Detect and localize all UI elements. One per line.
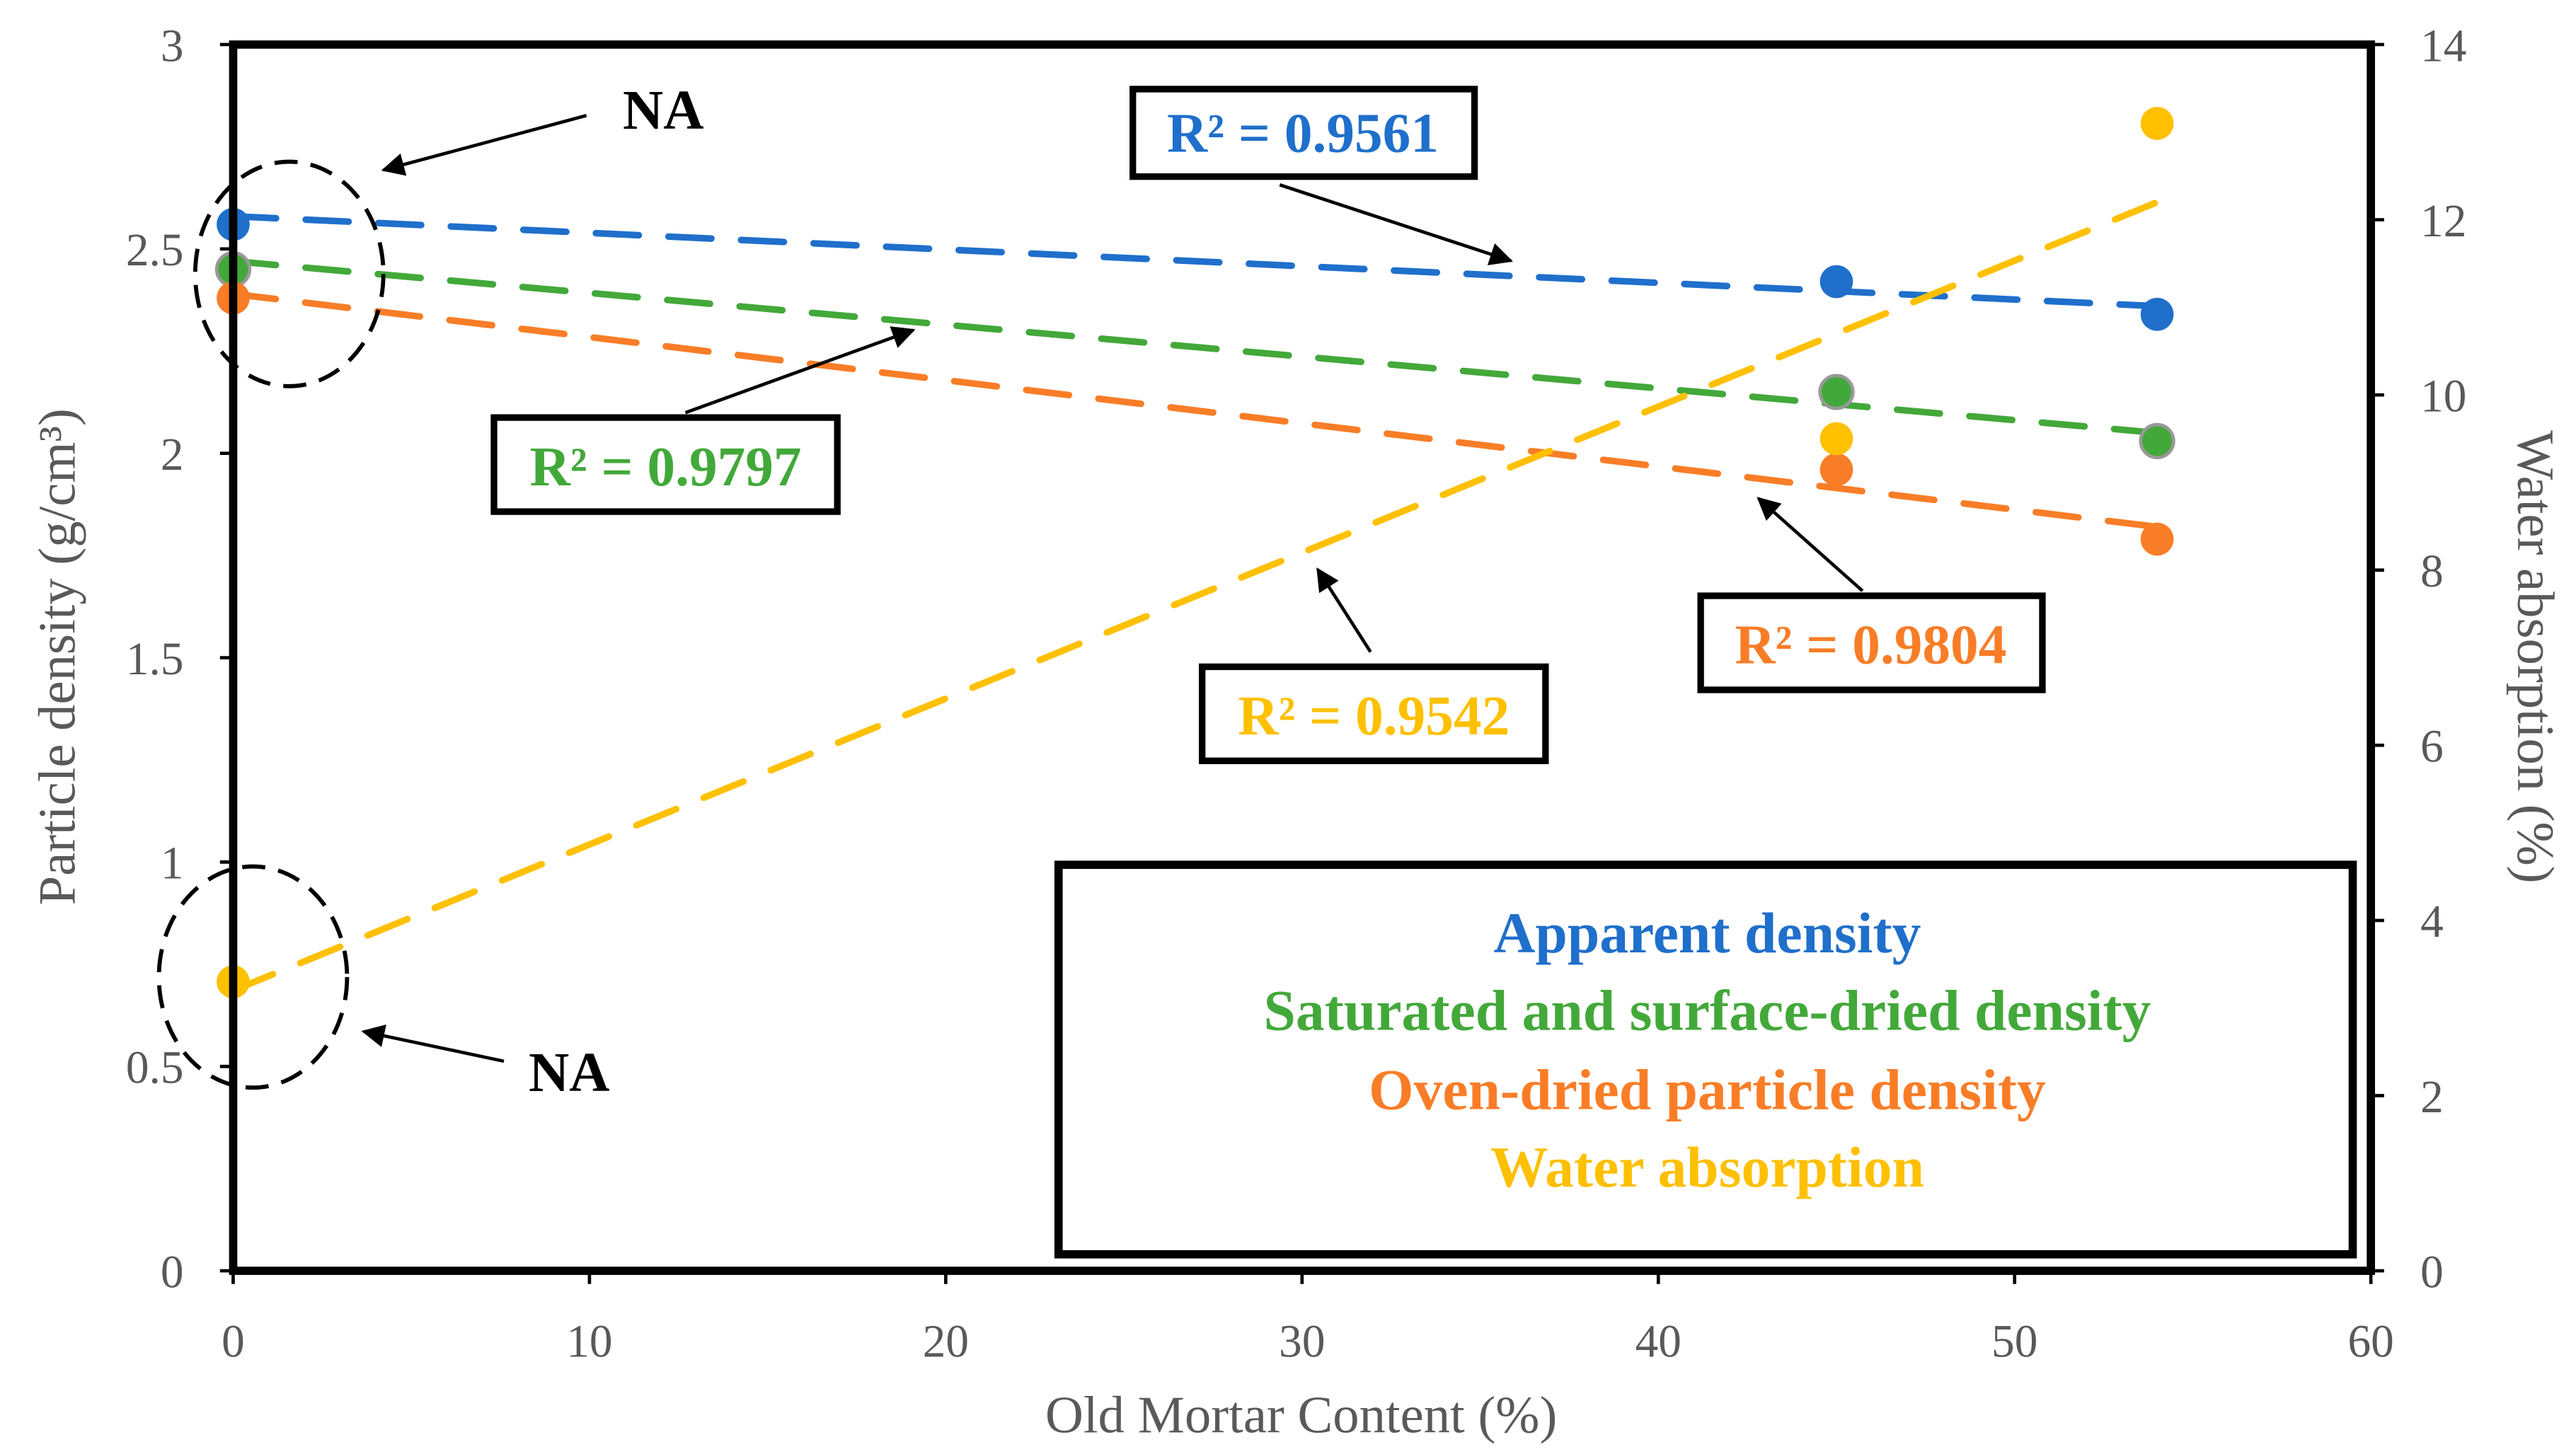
r2-box-ssd bbox=[490, 414, 841, 515]
y-tick-label: 1.5 bbox=[126, 634, 184, 685]
na-label-bottom: NA bbox=[529, 1042, 610, 1104]
point-apparent-density bbox=[1819, 265, 1853, 299]
y2-tick-label: 0 bbox=[2420, 1247, 2444, 1298]
legend: Apparent density Saturated and surface-d… bbox=[1054, 860, 2357, 1259]
r2-label-water: R² = 0.9542 bbox=[1238, 685, 1510, 747]
x-tick-label: 10 bbox=[566, 1316, 612, 1367]
r2-label-apparent: R² = 0.9561 bbox=[1167, 103, 1439, 165]
y2-axis-title: Water absorption (%) bbox=[2506, 430, 2565, 884]
point-apparent-density bbox=[2140, 297, 2174, 331]
x-tick-label: 30 bbox=[1279, 1316, 1325, 1367]
y-axis-title: Particle density (g/cm³) bbox=[28, 408, 87, 905]
x-tick-label: 20 bbox=[923, 1316, 969, 1367]
legend-water: Water absorption bbox=[1490, 1135, 1924, 1199]
na-ellipse-bottom bbox=[156, 864, 350, 1090]
r2-box-water bbox=[1199, 663, 1549, 764]
x-tick-label: 40 bbox=[1635, 1316, 1681, 1367]
y-tick-label: 3 bbox=[161, 21, 184, 71]
r2-box-apparent bbox=[1129, 86, 1478, 180]
r2-arrow-ssd bbox=[684, 326, 916, 415]
r2-label-ssd: R² = 0.9797 bbox=[530, 436, 802, 498]
r2-label-od: R² = 0.9804 bbox=[1735, 614, 2006, 676]
y-tick-label: 2.5 bbox=[126, 225, 184, 276]
y2-tick-label: 8 bbox=[2420, 546, 2444, 597]
na-ellipse-top bbox=[192, 159, 386, 388]
x-axis-title: Old Mortar Content (%) bbox=[1045, 1386, 1557, 1445]
x-tick-label: 60 bbox=[2348, 1316, 2394, 1367]
x-tick-label: 50 bbox=[1991, 1316, 2037, 1367]
na-arrow-bottom bbox=[361, 1024, 505, 1063]
point-oven-dried-particle-density bbox=[1819, 453, 1853, 487]
y2-tick-label: 6 bbox=[2420, 722, 2444, 773]
y2-tick-label: 12 bbox=[2420, 196, 2466, 247]
point-saturated-and-surface-dried-density bbox=[2139, 422, 2175, 460]
y2-tick-label: 14 bbox=[2420, 21, 2466, 71]
r2-arrow-water bbox=[1316, 567, 1372, 653]
trendline-apparent-density bbox=[229, 212, 2161, 310]
r2-arrow-od bbox=[1756, 497, 1864, 592]
y-tick-label: 0.5 bbox=[126, 1043, 184, 1094]
plot-frame bbox=[229, 40, 2376, 1275]
legend-od: Oven-dried particle density bbox=[1369, 1057, 2046, 1121]
legend-ssd: Saturated and surface-dried density bbox=[1264, 979, 2151, 1043]
na-label-top: NA bbox=[623, 79, 704, 142]
point-saturated-and-surface-dried-density bbox=[1818, 374, 1855, 410]
point-water-absorption bbox=[1819, 422, 1853, 456]
point-oven-dried-particle-density bbox=[2140, 522, 2174, 556]
r2-box-od bbox=[1697, 592, 2046, 693]
y2-tick-label: 10 bbox=[2420, 371, 2466, 422]
y-tick-label: 0 bbox=[161, 1247, 184, 1298]
trendline-oven-dried-particle-density bbox=[229, 290, 2161, 531]
x-tick-label: 0 bbox=[222, 1316, 245, 1367]
na-arrow-top bbox=[381, 114, 587, 176]
y-tick-label: 1 bbox=[161, 838, 184, 889]
r2-arrow-apparent bbox=[1279, 183, 1514, 265]
y-tick-label: 2 bbox=[161, 429, 184, 480]
trendline-water-absorption bbox=[229, 199, 2161, 994]
y2-tick-label: 2 bbox=[2420, 1072, 2444, 1123]
legend-apparent: Apparent density bbox=[1493, 901, 1921, 965]
y2-tick-label: 4 bbox=[2420, 896, 2444, 947]
point-water-absorption bbox=[2140, 107, 2174, 140]
